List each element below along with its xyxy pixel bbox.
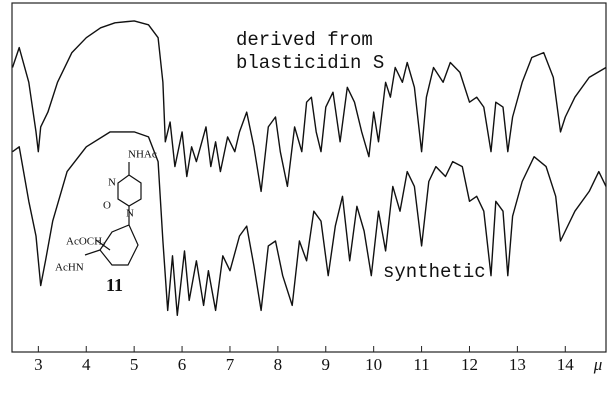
structure-label: AcHN bbox=[55, 262, 84, 274]
x-tick-label: 11 bbox=[413, 355, 429, 374]
plot-frame bbox=[11, 2, 607, 353]
x-tick-label: 9 bbox=[322, 355, 331, 374]
structure-label: O bbox=[103, 200, 111, 212]
x-tick-label: 14 bbox=[557, 355, 575, 374]
compound-number: 11 bbox=[106, 275, 123, 295]
x-tick-label: 6 bbox=[178, 355, 187, 374]
structure-label: NHAc bbox=[128, 149, 157, 161]
spectrum-line bbox=[12, 131, 607, 316]
x-tick-label: 10 bbox=[365, 355, 382, 374]
x-tick-label: 7 bbox=[226, 355, 235, 374]
structure-label: N bbox=[126, 208, 134, 220]
x-tick-label: 13 bbox=[509, 355, 526, 374]
sugar-ring bbox=[99, 224, 139, 266]
structure bbox=[84, 162, 142, 266]
x-tick-label: 3 bbox=[34, 355, 43, 374]
x-tick-label: 4 bbox=[82, 355, 91, 374]
structure-label: N bbox=[108, 177, 116, 189]
annotation: derived from bbox=[236, 29, 373, 51]
spectrum-line bbox=[11, 20, 607, 193]
x-axis-label: μ bbox=[593, 355, 603, 374]
annotation: synthetic bbox=[383, 261, 486, 283]
structure-label: AcOCH₂ bbox=[66, 236, 106, 248]
x-tick-label: 8 bbox=[274, 355, 283, 374]
x-tick-label: 12 bbox=[461, 355, 478, 374]
x-tick-label: 5 bbox=[130, 355, 139, 374]
annotation: blasticidin S bbox=[236, 52, 384, 74]
bond bbox=[95, 239, 111, 251]
pyrimidine-ring bbox=[117, 162, 142, 207]
bond bbox=[84, 249, 101, 256]
